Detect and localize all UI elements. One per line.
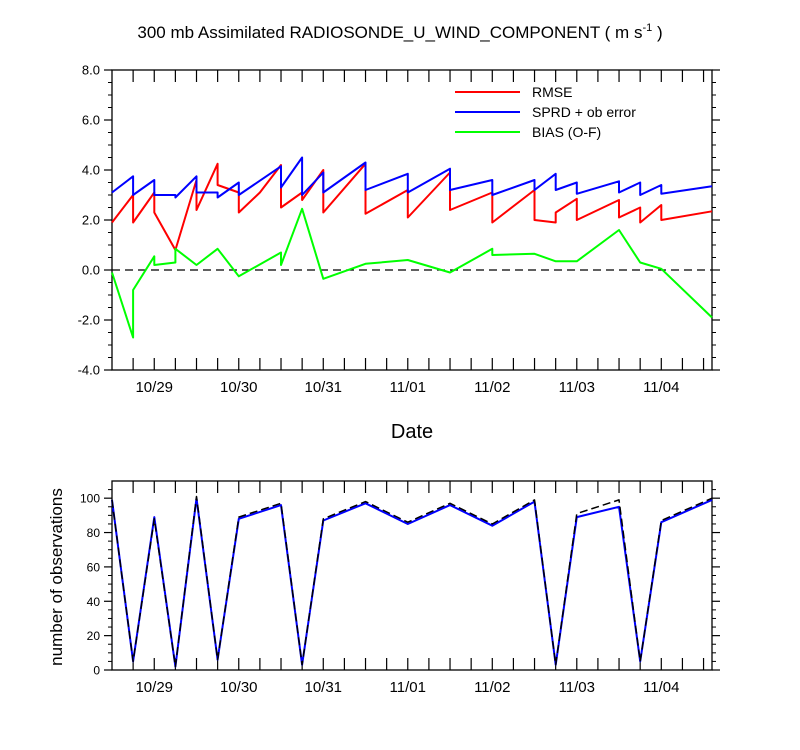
top-x-tick-label: 11/02 xyxy=(474,379,510,396)
chart-title: 300 mb Assimilated RADIOSONDE_U_WIND_COM… xyxy=(137,22,662,42)
bottom-y-tick-label: 80 xyxy=(87,526,101,540)
bottom-y-axis-title: number of observations xyxy=(47,488,66,666)
bottom-x-tick-label: 11/03 xyxy=(559,679,595,696)
top-y-tick-label: 6.0 xyxy=(82,113,100,128)
top-series-bias-o-f xyxy=(111,207,713,339)
top-x-tick-label: 11/04 xyxy=(643,379,679,396)
bottom-x-tick-label: 10/29 xyxy=(135,679,173,696)
top-y-tick-label: 2.0 xyxy=(82,213,100,228)
top-x-tick-label: 11/01 xyxy=(390,379,426,396)
bottom-series-used xyxy=(111,497,713,668)
top-x-tick-label: 10/30 xyxy=(220,379,258,396)
top-y-tick-label: -2.0 xyxy=(78,313,100,328)
top-y-tick-label: 8.0 xyxy=(82,63,100,78)
top-x-tick-label: 11/03 xyxy=(559,379,595,396)
x-axis-title: Date xyxy=(391,421,433,443)
top-x-tick-label: 10/31 xyxy=(304,379,342,396)
legend-bias-label: BIAS (O-F) xyxy=(532,124,601,140)
chart-title-exponent: -1 xyxy=(642,22,652,34)
top-y-tick-label: -4.0 xyxy=(78,363,100,378)
bottom-frame xyxy=(111,480,713,671)
bottom-x-tick-label: 11/01 xyxy=(390,679,426,696)
bottom-x-tick-label: 10/30 xyxy=(220,679,258,696)
top-x-tick-label: 10/29 xyxy=(135,379,173,396)
bottom-y-tick-label: 100 xyxy=(80,492,100,506)
bottom-series-possible xyxy=(111,495,713,668)
legend: RMSE SPRD + ob error BIAS (O-F) xyxy=(455,84,636,140)
bottom-y-tick-label: 60 xyxy=(87,560,101,574)
top-series-sprd-ob-error xyxy=(111,156,713,199)
chart-title-main: 300 mb Assimilated RADIOSONDE_U_WIND_COM… xyxy=(137,23,642,42)
legend-rmse-label: RMSE xyxy=(532,84,572,100)
chart-title-close: ) xyxy=(652,23,662,42)
top-series-rmse xyxy=(111,162,713,251)
bottom-x-tick-label: 10/31 xyxy=(304,679,342,696)
bottom-y-tick-label: 40 xyxy=(87,595,101,609)
bottom-x-tick-label: 11/02 xyxy=(474,679,510,696)
bottom-panel: 10/29 10/30 10/31 11/01 11/02 11/03 11/04 0 20 40… xyxy=(80,480,720,696)
top-y-tick-label: 4.0 xyxy=(82,163,100,178)
legend-sprd-label: SPRD + ob error xyxy=(532,104,636,120)
bottom-y-tick-label: 20 xyxy=(87,629,101,643)
bottom-y-tick-label: 0 xyxy=(93,664,100,678)
top-panel: 10/29 10/30 10/31 11/01 11/02 11/03 11/04 -4.0 -… xyxy=(78,63,720,396)
top-y-tick-label: 0.0 xyxy=(82,263,100,278)
bottom-x-tick-label: 11/04 xyxy=(643,679,679,696)
